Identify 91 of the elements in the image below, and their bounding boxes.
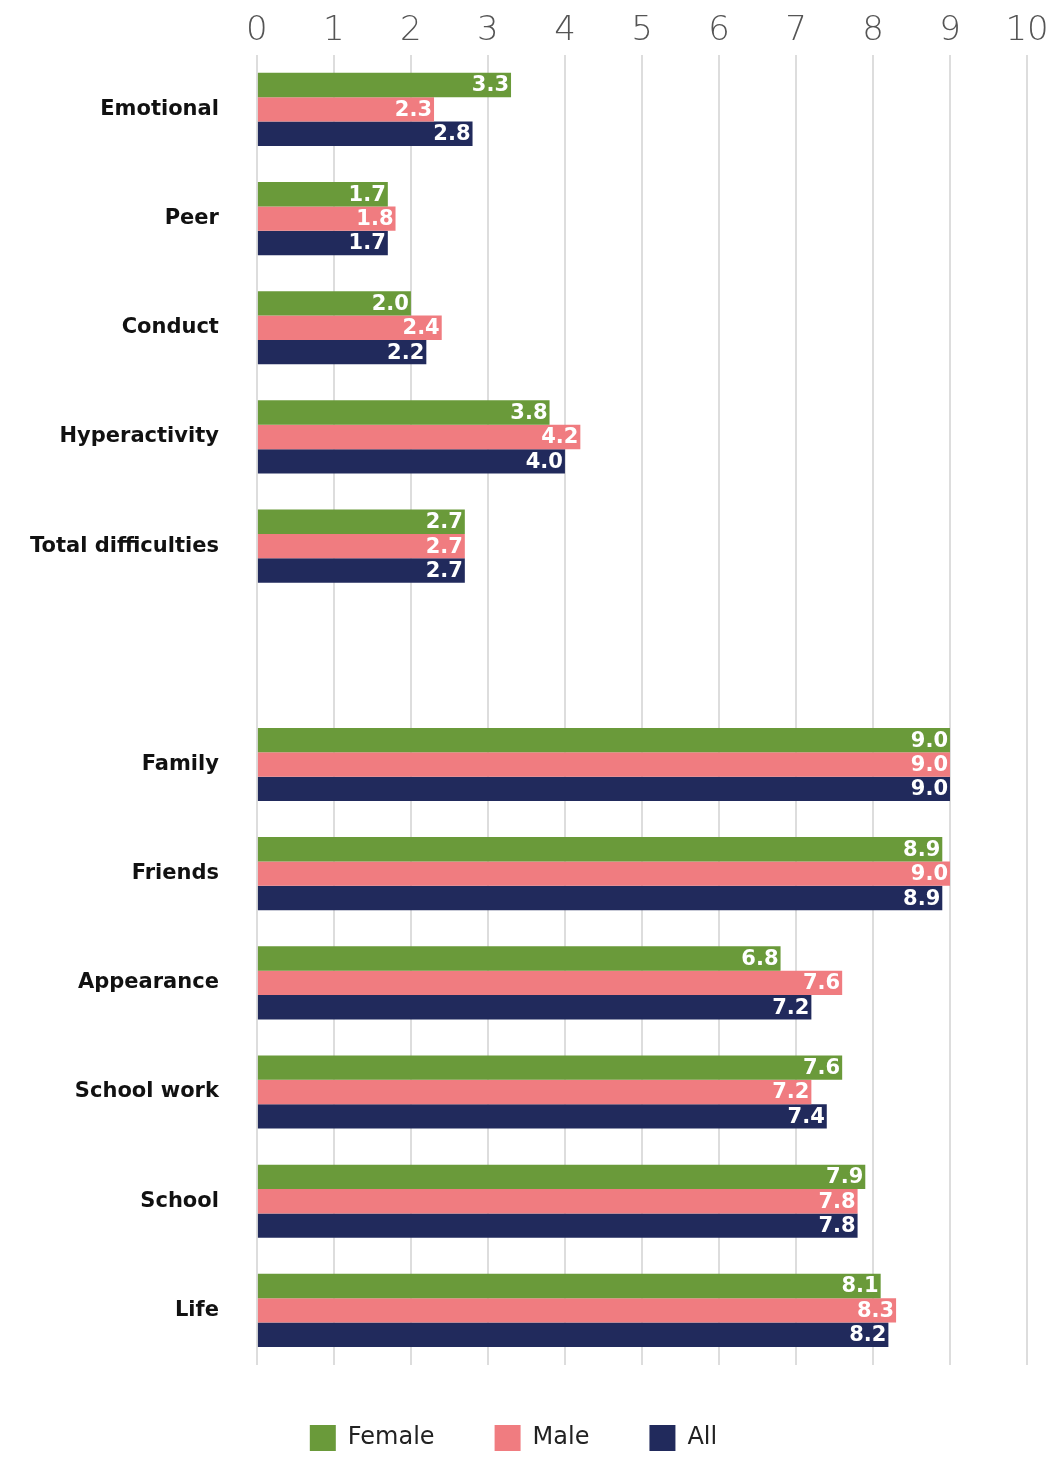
bar xyxy=(257,230,388,256)
bar xyxy=(257,970,843,996)
data-label: 3.3 xyxy=(471,72,510,97)
y-tick-label: Hyperactivity xyxy=(59,423,220,448)
data-label: 1.8 xyxy=(356,206,394,231)
data-label: 7.6 xyxy=(802,1055,841,1080)
data-label: 8.1 xyxy=(841,1273,879,1298)
legend-label: Female xyxy=(347,1422,435,1451)
data-label: 7.4 xyxy=(787,1103,825,1128)
bar xyxy=(257,424,581,450)
data-label: 7.2 xyxy=(772,994,810,1019)
bar xyxy=(257,861,950,886)
legend-label: Male xyxy=(532,1422,590,1451)
y-tick-label: Appearance xyxy=(78,969,219,994)
y-tick-label: Peer xyxy=(164,205,220,230)
bar xyxy=(257,182,388,207)
x-tick-label: 2 xyxy=(400,8,422,49)
x-tick-label: 8 xyxy=(862,8,884,49)
data-label: 4.2 xyxy=(541,424,579,449)
data-label: 2.7 xyxy=(425,509,463,534)
data-label: 4.0 xyxy=(525,448,563,473)
x-tick-label: 7 xyxy=(785,8,807,49)
data-label: 8.3 xyxy=(856,1297,895,1322)
y-tick-label: Friends xyxy=(131,860,219,885)
data-label: 7.2 xyxy=(772,1079,810,1104)
data-label: 3.8 xyxy=(510,400,548,425)
data-label: 8.9 xyxy=(903,885,941,910)
bar xyxy=(257,1055,843,1080)
bar xyxy=(257,449,565,474)
bar xyxy=(257,1298,897,1323)
bar xyxy=(257,315,442,340)
bar xyxy=(257,885,943,911)
bar xyxy=(257,121,473,146)
y-tick-label: School xyxy=(140,1187,219,1212)
data-label: 9.0 xyxy=(910,751,948,776)
data-label: 2.0 xyxy=(371,290,409,315)
data-label: 9.0 xyxy=(910,861,948,886)
bar xyxy=(257,1164,866,1190)
bar xyxy=(257,776,950,802)
bar xyxy=(257,995,812,1020)
bar xyxy=(257,1322,889,1347)
bar xyxy=(257,752,950,777)
x-tick-label: 0 xyxy=(246,8,268,49)
x-tick-label: 4 xyxy=(554,8,576,49)
bar xyxy=(257,558,465,583)
y-tick-label: School work xyxy=(74,1078,220,1103)
bar xyxy=(257,1189,858,1214)
data-label: 2.3 xyxy=(394,96,433,121)
data-label: 8.9 xyxy=(903,836,941,861)
data-label: 8.2 xyxy=(849,1322,887,1347)
bar xyxy=(257,1104,827,1129)
data-label: 6.8 xyxy=(741,945,779,970)
y-tick-label: Emotional xyxy=(100,95,219,120)
x-tick-label: 9 xyxy=(939,8,961,49)
legend-label: All xyxy=(687,1422,718,1451)
data-label: 9.0 xyxy=(910,776,948,801)
bar xyxy=(257,1273,881,1299)
y-tick-label: Family xyxy=(141,750,220,775)
x-tick-label: 3 xyxy=(477,8,499,49)
x-tick-label: 10 xyxy=(1005,8,1049,49)
data-label: 2.7 xyxy=(425,533,463,558)
data-label: 7.8 xyxy=(818,1213,856,1238)
x-tick-label: 5 xyxy=(631,8,653,49)
y-tick-label: Total difficulties xyxy=(29,532,219,557)
data-label: 7.6 xyxy=(802,970,841,995)
data-label: 7.9 xyxy=(826,1164,864,1189)
data-label: 2.7 xyxy=(425,557,463,582)
data-label: 2.2 xyxy=(387,339,425,364)
bar xyxy=(257,1079,812,1105)
bar xyxy=(257,1213,858,1238)
bar xyxy=(257,837,943,862)
data-label: 1.7 xyxy=(348,230,386,255)
data-label: 9.0 xyxy=(910,727,948,752)
bar xyxy=(257,400,550,425)
x-tick-label: 6 xyxy=(708,8,730,49)
bar xyxy=(257,727,950,753)
y-tick-label: Conduct xyxy=(121,314,219,339)
bar xyxy=(257,291,411,316)
data-label: 7.8 xyxy=(818,1188,856,1213)
bar xyxy=(257,533,465,559)
y-tick-label: Life xyxy=(174,1296,219,1321)
bar xyxy=(257,946,781,971)
x-tick-label: 1 xyxy=(323,8,345,49)
bar xyxy=(257,509,465,534)
data-label: 1.7 xyxy=(348,181,386,206)
bar xyxy=(257,72,512,98)
bar xyxy=(257,339,427,365)
bar xyxy=(257,206,396,231)
data-label: 2.4 xyxy=(402,315,440,340)
bar xyxy=(257,97,435,122)
data-label: 2.8 xyxy=(433,121,471,146)
